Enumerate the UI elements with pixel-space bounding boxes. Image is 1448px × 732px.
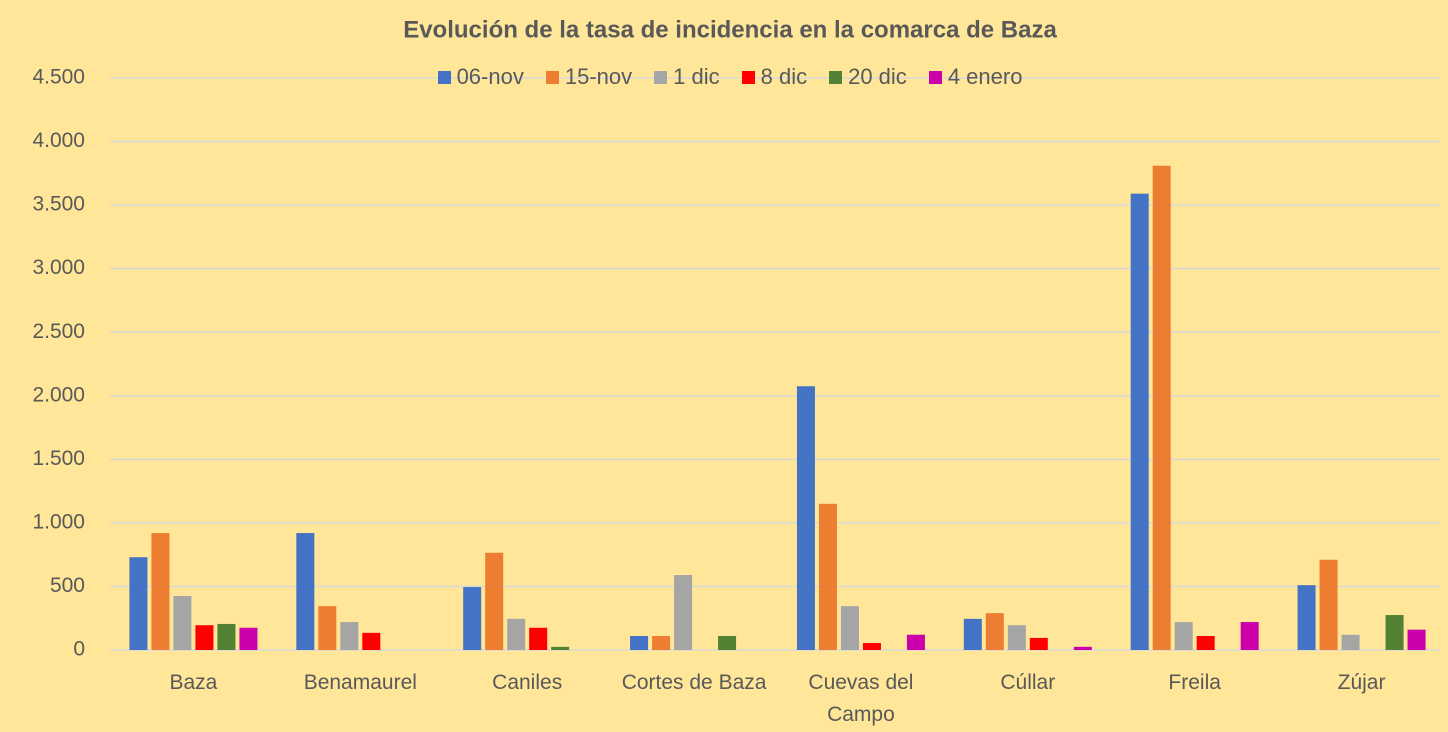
bar <box>906 634 925 650</box>
legend: 06-nov 15-nov 1 dic 8 dic 20 dic 4 enero <box>0 64 1448 90</box>
bar <box>1341 634 1360 650</box>
bar <box>507 618 526 650</box>
legend-item: 06-nov <box>437 64 524 90</box>
bar <box>362 632 381 650</box>
x-tick-label: Cuevas del Campo <box>808 671 914 726</box>
bar <box>985 613 1004 650</box>
legend-label: 15-nov <box>564 64 633 89</box>
y-tick-label: 3.000 <box>32 256 85 279</box>
bar <box>1319 559 1338 650</box>
x-tick-label: Cortes de Baza <box>621 671 767 694</box>
bar <box>1407 629 1426 650</box>
legend-label: 20 dic <box>848 64 907 89</box>
legend-item: 1 dic <box>654 64 720 90</box>
bar <box>674 575 693 650</box>
bar <box>1174 622 1193 650</box>
x-tick-label: Caniles <box>492 671 563 694</box>
legend-item: 20 dic <box>829 64 907 90</box>
bar <box>718 636 737 650</box>
y-tick-label: 4.500 <box>32 66 85 89</box>
legend-label: 06-nov <box>456 64 524 89</box>
bar <box>1007 625 1026 650</box>
bar <box>1152 165 1171 650</box>
x-tick-label: Freila <box>1168 671 1221 694</box>
bar <box>1297 585 1316 650</box>
y-tick-label: 4.000 <box>32 129 85 152</box>
chart-title: Evolución de la tasa de incidencia en la… <box>403 16 1057 43</box>
legend-item: 15-nov <box>545 64 633 90</box>
bar <box>485 552 504 650</box>
legend-swatch <box>741 70 755 84</box>
legend-label: 4 enero <box>947 64 1023 89</box>
bar <box>195 625 214 650</box>
bar <box>1130 193 1149 650</box>
bar <box>318 606 337 650</box>
legend-swatch <box>928 70 942 84</box>
bar <box>796 386 815 650</box>
bar <box>840 606 859 650</box>
legend-item: 4 enero <box>928 64 1023 90</box>
y-tick-label: 3.500 <box>32 193 85 216</box>
legend-swatch <box>437 70 451 84</box>
bar <box>551 646 570 650</box>
legend-label: 8 dic <box>760 64 808 89</box>
bar <box>463 587 482 650</box>
bar <box>340 622 359 650</box>
bar <box>129 557 148 650</box>
bar <box>296 533 315 650</box>
x-tick-label: Baza <box>169 671 218 694</box>
bar <box>630 636 649 650</box>
bar <box>1029 637 1048 650</box>
bar <box>963 618 982 650</box>
y-tick-label: 2.000 <box>32 383 85 406</box>
x-tick-label: Benamaurel <box>303 671 417 694</box>
y-tick-label: 1.000 <box>32 510 85 533</box>
bar <box>1073 646 1092 650</box>
legend-swatch <box>654 70 668 84</box>
bar <box>529 627 548 650</box>
bar <box>151 533 170 650</box>
bar <box>862 643 881 650</box>
bar <box>173 595 192 650</box>
bar <box>818 503 837 650</box>
bar <box>217 623 236 650</box>
y-tick-label: 0 <box>73 638 85 661</box>
legend-item: 8 dic <box>741 64 808 90</box>
bar <box>239 627 258 650</box>
bar <box>1385 615 1404 650</box>
bar <box>652 636 671 650</box>
legend-swatch <box>545 70 559 84</box>
x-tick-label: Zújar <box>1337 671 1386 694</box>
x-tick-label: Cúllar <box>1000 671 1056 694</box>
bar <box>1240 622 1259 650</box>
y-tick-label: 2.500 <box>32 320 85 343</box>
bar <box>1196 636 1215 650</box>
y-tick-label: 500 <box>50 574 85 597</box>
legend-swatch <box>829 70 843 84</box>
y-tick-label: 1.500 <box>32 447 85 470</box>
legend-label: 1 dic <box>673 64 720 89</box>
